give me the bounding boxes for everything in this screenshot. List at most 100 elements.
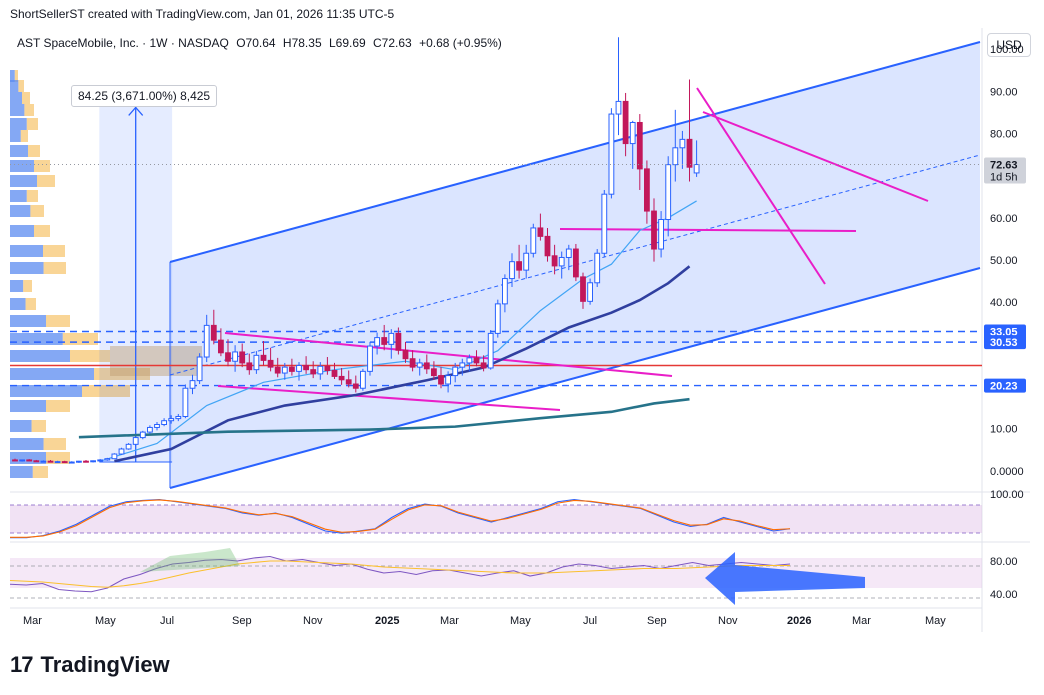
volume-profile-bar xyxy=(43,245,65,257)
price-axis-label-sub: 1d 5h xyxy=(990,172,1018,184)
candle-body xyxy=(203,324,210,358)
time-axis-tick: May xyxy=(510,615,531,627)
candle-body xyxy=(111,453,118,460)
time-axis-tick: Mar xyxy=(852,615,871,627)
candle-body xyxy=(310,369,317,375)
time-axis-tick: Jul xyxy=(160,615,174,627)
candle-body xyxy=(374,337,381,347)
candle-body xyxy=(523,252,530,271)
moving-average-line xyxy=(78,397,690,439)
price-axis-label: 20.23 xyxy=(990,381,1018,393)
volume-profile-bar xyxy=(43,438,66,450)
candle-body xyxy=(345,379,352,385)
candle-body xyxy=(431,368,437,377)
candle-body xyxy=(438,375,444,385)
high-value: H78.35 xyxy=(282,36,322,50)
volume-profile-bar xyxy=(10,438,44,450)
oscillator-axis-tick: 100.00 xyxy=(990,489,1024,501)
volume-profile-bar xyxy=(10,368,94,380)
candle-body xyxy=(125,443,132,450)
oscillator-band xyxy=(10,505,982,533)
volume-profile-bar xyxy=(10,333,63,345)
symbol-legend: AST SpaceMobile, Inc. · 1W · NASDAQ O70.… xyxy=(17,36,506,50)
volume-profile-bar xyxy=(10,80,19,92)
candle-body xyxy=(672,147,679,166)
price-axis-label-bg xyxy=(984,157,1026,184)
candle-body xyxy=(12,459,18,462)
candle-body xyxy=(487,332,494,369)
time-axis-tick: 2026 xyxy=(787,615,811,627)
logo-text: TradingView xyxy=(40,652,170,677)
candle-body xyxy=(395,332,402,351)
candle-body xyxy=(68,461,75,464)
candle-body xyxy=(494,303,501,334)
time-axis-tick: Sep xyxy=(647,615,667,627)
time-axis-tick: Sep xyxy=(232,615,252,627)
currency-button[interactable]: USD xyxy=(987,33,1031,57)
price-axis-tick: 60.00 xyxy=(990,213,1018,225)
volume-profile-bar xyxy=(10,70,15,82)
time-axis-tick: Mar xyxy=(23,615,42,627)
candle-body xyxy=(54,461,61,464)
candle-body xyxy=(622,100,629,145)
price-axis-tick: 50.00 xyxy=(990,255,1018,267)
rsi-axis-tick: 80.00 xyxy=(990,556,1018,568)
candle-body xyxy=(246,362,253,371)
tradingview-logo[interactable]: 17 TradingView xyxy=(10,652,170,678)
pink-trend-line xyxy=(696,87,826,285)
candle-body xyxy=(196,356,203,382)
volume-profile-bar xyxy=(18,80,24,92)
price-axis-label-bg xyxy=(984,335,1026,350)
candle-body xyxy=(274,366,281,374)
candle-body xyxy=(544,235,551,257)
candle-body xyxy=(104,458,111,461)
candle-body xyxy=(26,459,33,462)
candle-body xyxy=(651,210,657,250)
candle-body xyxy=(154,424,160,428)
volume-profile-bar xyxy=(10,245,43,257)
volume-profile-bar xyxy=(31,420,46,432)
oscillator-line xyxy=(10,499,791,538)
candle-body xyxy=(388,332,395,345)
candle-body xyxy=(509,261,515,280)
time-axis-tick: Nov xyxy=(718,615,738,627)
symbol-name[interactable]: AST SpaceMobile, Inc. · 1W · NASDAQ xyxy=(17,36,229,50)
candle-body xyxy=(686,138,693,168)
candle-body xyxy=(19,459,26,462)
price-axis-tick: 40.00 xyxy=(990,297,1018,309)
candle-body xyxy=(61,461,68,464)
candle-body xyxy=(423,362,430,370)
candle-body xyxy=(402,349,409,360)
pink-trend-line xyxy=(559,228,857,232)
volume-profile-bar xyxy=(43,262,66,274)
candle-body xyxy=(33,460,40,463)
volume-profile-bar xyxy=(10,130,21,142)
volume-profile-bar xyxy=(23,280,32,292)
candle-body xyxy=(324,365,331,372)
candle-body xyxy=(189,380,196,389)
candle-body xyxy=(636,121,643,170)
measure-label: 84.25 (3,671.00%) 8,425 xyxy=(71,85,218,107)
low-value: L69.69 xyxy=(328,36,366,50)
volume-profile-bar xyxy=(10,190,27,202)
volume-profile-bar xyxy=(32,466,48,478)
candle-body xyxy=(281,366,288,374)
candle-body xyxy=(338,375,345,381)
volume-profile-bar xyxy=(10,385,82,397)
candle-body xyxy=(132,437,139,445)
candle-body xyxy=(182,387,189,417)
candle-body xyxy=(580,276,586,302)
candle-body xyxy=(239,351,246,364)
volume-profile-bar xyxy=(82,385,130,397)
price-axis-label: 72.63 xyxy=(990,160,1018,172)
chart-credit: ShortSellerST created with TradingView.c… xyxy=(10,7,395,21)
candle-body xyxy=(502,278,508,305)
volume-profile-bar xyxy=(24,104,34,116)
volume-profile-bar xyxy=(10,350,70,362)
candle-body xyxy=(381,337,388,345)
measure-arrow-head xyxy=(128,106,144,116)
rsi-arrow-annotation xyxy=(705,552,865,605)
logo-mark: 17 xyxy=(10,652,34,677)
pink-trend-line xyxy=(224,332,673,377)
